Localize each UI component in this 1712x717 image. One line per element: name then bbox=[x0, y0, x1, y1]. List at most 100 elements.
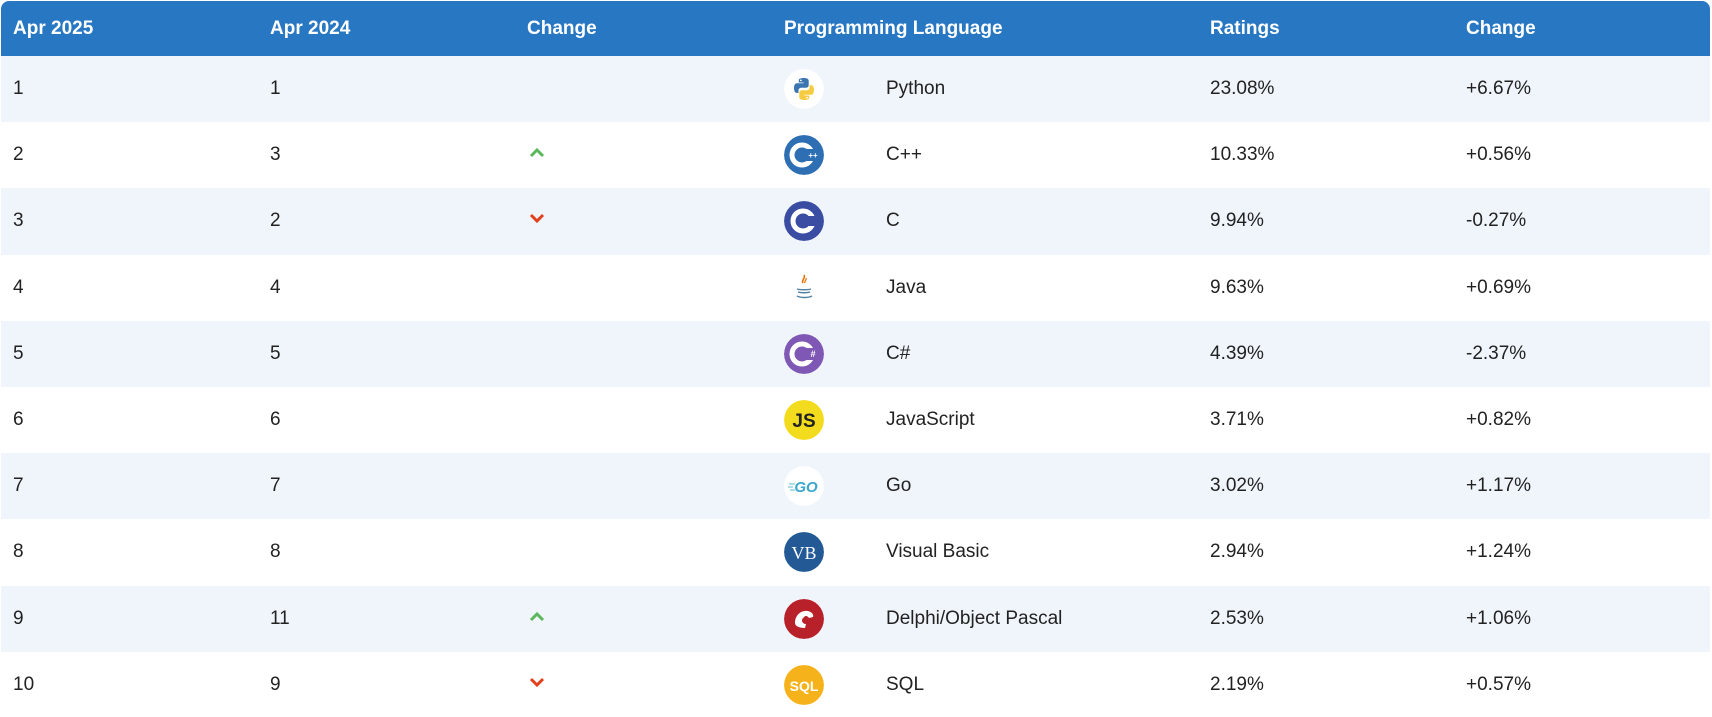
trend-up-icon bbox=[527, 608, 547, 629]
rank-current: 9 bbox=[13, 607, 24, 629]
header-programming-language[interactable]: Programming Language bbox=[784, 17, 1003, 39]
rating-value: 3.71% bbox=[1210, 409, 1264, 431]
table-row: 2 3 ++ C++ 10.33% +0.56% bbox=[1, 122, 1710, 189]
language-name: Java bbox=[886, 276, 927, 298]
cpp-icon: ++ bbox=[784, 135, 824, 176]
language-name: Python bbox=[886, 78, 946, 100]
table-row: 8 8 VB Visual Basic 2.94% +1.24% bbox=[1, 519, 1710, 586]
rank-previous: 6 bbox=[270, 409, 281, 431]
rating-change: +0.69% bbox=[1466, 276, 1531, 298]
trend-down-icon bbox=[527, 674, 547, 695]
rank-previous: 11 bbox=[270, 607, 290, 629]
sql-icon: SQL bbox=[784, 664, 824, 705]
table-row: 9 11 Delphi/Object Pascal 2.53% +1.06% bbox=[1, 585, 1710, 652]
table-body: 1 1 Python 23.08% +6.67% 2 3 ++ C++ 10.3… bbox=[1, 56, 1710, 717]
visual-basic-icon: VB bbox=[784, 532, 824, 573]
rating-value: 9.94% bbox=[1210, 210, 1264, 232]
rank-previous: 3 bbox=[270, 144, 281, 166]
table-row: 7 7 GO Go 3.02% +1.17% bbox=[1, 453, 1710, 520]
language-cell: C bbox=[780, 201, 1206, 242]
table-row: 10 9 SQL SQL 2.19% +0.57% bbox=[1, 651, 1710, 717]
rating-change: +0.57% bbox=[1466, 673, 1531, 695]
rank-current: 1 bbox=[13, 78, 24, 100]
trend-down-icon bbox=[527, 210, 547, 231]
language-name: C# bbox=[886, 342, 911, 364]
language-cell: VB Visual Basic bbox=[780, 532, 1206, 573]
rank-previous: 9 bbox=[270, 673, 281, 695]
rating-value: 10.33% bbox=[1210, 144, 1275, 166]
rank-current: 10 bbox=[13, 673, 35, 695]
language-name: JavaScript bbox=[886, 409, 975, 431]
language-cell: JS JavaScript bbox=[780, 400, 1206, 441]
rank-previous: 4 bbox=[270, 276, 281, 298]
header-apr-2025[interactable]: Apr 2025 bbox=[13, 17, 94, 39]
rank-change bbox=[523, 210, 780, 232]
rank-current: 3 bbox=[13, 210, 24, 232]
header-apr-2024[interactable]: Apr 2024 bbox=[270, 17, 351, 39]
header-ratings[interactable]: Ratings bbox=[1210, 17, 1280, 39]
rating-change: +0.82% bbox=[1466, 409, 1531, 431]
header-change-percent[interactable]: Change bbox=[1466, 17, 1536, 39]
table-row: 6 6 JS JavaScript 3.71% +0.82% bbox=[1, 386, 1710, 454]
svg-text:GO: GO bbox=[794, 479, 818, 496]
svg-text:SQL: SQL bbox=[790, 678, 819, 694]
language-cell: ++ C++ bbox=[780, 135, 1206, 176]
language-name: C++ bbox=[886, 144, 922, 166]
rating-change: +1.06% bbox=[1466, 607, 1531, 629]
language-name: SQL bbox=[886, 673, 925, 695]
table-row: 4 4 Java 9.63% +0.69% bbox=[1, 254, 1710, 321]
rating-change: -2.37% bbox=[1466, 342, 1527, 364]
csharp-icon: # bbox=[784, 333, 824, 374]
rank-previous: 2 bbox=[270, 210, 281, 232]
rating-value: 3.02% bbox=[1210, 475, 1264, 497]
rank-current: 5 bbox=[13, 342, 24, 364]
rating-change: -0.27% bbox=[1466, 210, 1527, 232]
rank-previous: 1 bbox=[270, 78, 281, 100]
trend-up-icon bbox=[527, 144, 547, 165]
rank-change bbox=[523, 674, 780, 696]
rank-current: 4 bbox=[13, 276, 24, 298]
rating-value: 9.63% bbox=[1210, 276, 1264, 298]
rating-value: 23.08% bbox=[1210, 78, 1275, 100]
delphi-icon bbox=[784, 598, 824, 639]
rating-change: +1.17% bbox=[1466, 475, 1531, 497]
language-name: Go bbox=[886, 475, 912, 497]
svg-text:VB: VB bbox=[791, 543, 816, 563]
rank-current: 2 bbox=[13, 144, 24, 166]
table-row: 1 1 Python 23.08% +6.67% bbox=[1, 56, 1710, 123]
header-change[interactable]: Change bbox=[527, 17, 597, 39]
javascript-icon: JS bbox=[784, 400, 824, 441]
rank-previous: 8 bbox=[270, 541, 281, 563]
rank-previous: 7 bbox=[270, 475, 281, 497]
table-row: 3 2 C 9.94% -0.27% bbox=[1, 188, 1710, 255]
language-cell: Java bbox=[780, 267, 1206, 308]
language-cell: Python bbox=[780, 69, 1206, 110]
language-cell: # C# bbox=[780, 333, 1206, 374]
rank-current: 8 bbox=[13, 541, 24, 563]
language-name: C bbox=[886, 210, 900, 232]
rank-change bbox=[523, 144, 780, 166]
svg-text:#: # bbox=[810, 349, 815, 359]
language-name: Delphi/Object Pascal bbox=[886, 607, 1063, 629]
rank-previous: 5 bbox=[270, 342, 281, 364]
svg-text:++: ++ bbox=[808, 151, 818, 160]
language-cell: Delphi/Object Pascal bbox=[780, 598, 1206, 639]
rating-value: 4.39% bbox=[1210, 342, 1264, 364]
python-icon bbox=[784, 69, 824, 110]
rating-value: 2.19% bbox=[1210, 673, 1264, 695]
rating-value: 2.94% bbox=[1210, 541, 1264, 563]
rank-current: 7 bbox=[13, 475, 24, 497]
language-cell: GO Go bbox=[780, 466, 1206, 507]
c-icon bbox=[784, 201, 824, 242]
language-cell: SQL SQL bbox=[780, 664, 1206, 705]
rank-current: 6 bbox=[13, 409, 24, 431]
rank-change bbox=[523, 608, 780, 630]
svg-text:JS: JS bbox=[792, 411, 815, 432]
rating-value: 2.53% bbox=[1210, 607, 1264, 629]
language-name: Visual Basic bbox=[886, 541, 990, 563]
table-header: Apr 2025 Apr 2024 Change Programming Lan… bbox=[1, 1, 1710, 56]
rating-change: +1.24% bbox=[1466, 541, 1531, 563]
go-icon: GO bbox=[784, 466, 824, 507]
table-row: 5 5 # C# 4.39% -2.37% bbox=[1, 320, 1710, 387]
